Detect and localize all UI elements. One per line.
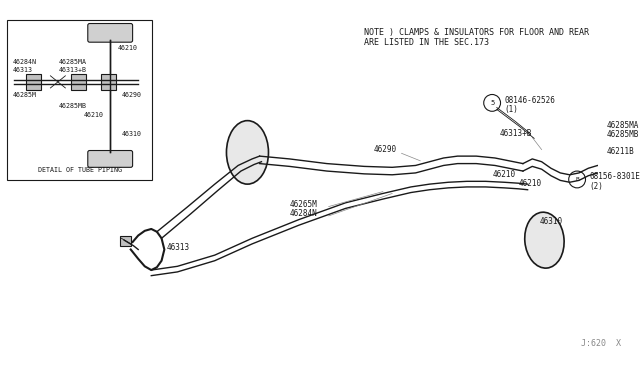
Text: 08156-8301E: 08156-8301E [589, 172, 640, 181]
Text: 46284N: 46284N [289, 209, 317, 218]
Polygon shape [607, 140, 640, 173]
Text: 46313+B: 46313+B [500, 129, 532, 138]
Text: B: B [575, 177, 579, 182]
Text: (2): (2) [589, 182, 603, 190]
Text: 46290: 46290 [122, 92, 141, 98]
Text: 46285M: 46285M [13, 92, 37, 98]
FancyBboxPatch shape [71, 74, 86, 90]
Bar [8, 20, 152, 180]
Text: 46313: 46313 [13, 67, 33, 73]
FancyBboxPatch shape [101, 74, 116, 90]
FancyBboxPatch shape [120, 237, 131, 246]
Text: 46313+B: 46313+B [59, 67, 87, 73]
Text: 46210: 46210 [118, 45, 138, 51]
Ellipse shape [227, 121, 268, 184]
Text: 08146-62526: 08146-62526 [504, 96, 555, 105]
Text: 46265M: 46265M [289, 199, 317, 209]
Text: 46290: 46290 [374, 145, 397, 154]
Text: 46285MA: 46285MA [607, 121, 639, 130]
Text: 46313: 46313 [166, 243, 189, 251]
FancyBboxPatch shape [88, 23, 132, 42]
Text: 46210: 46210 [84, 112, 104, 118]
Ellipse shape [525, 212, 564, 268]
Text: J:620  X: J:620 X [581, 340, 621, 349]
Text: (1): (1) [504, 105, 518, 114]
Text: 46211B: 46211B [607, 147, 635, 156]
Text: NOTE ) CLAMPS & INSULATORS FOR FLOOR AND REAR: NOTE ) CLAMPS & INSULATORS FOR FLOOR AND… [364, 28, 589, 37]
FancyBboxPatch shape [88, 151, 132, 167]
Text: 46210: 46210 [518, 179, 541, 188]
Circle shape [624, 155, 627, 158]
Text: 46310: 46310 [122, 131, 141, 137]
Text: DETAIL OF TUBE PIPING: DETAIL OF TUBE PIPING [38, 167, 122, 173]
Text: 5: 5 [490, 100, 494, 106]
Circle shape [632, 159, 634, 162]
Text: 46285MA: 46285MA [59, 59, 87, 65]
Text: 46285MB: 46285MB [59, 103, 87, 109]
Text: ARE LISTED IN THE SEC.173: ARE LISTED IN THE SEC.173 [364, 38, 489, 48]
Text: 46310: 46310 [540, 217, 563, 226]
FancyBboxPatch shape [26, 74, 41, 90]
Text: 46284N: 46284N [13, 59, 37, 65]
Text: 46210: 46210 [493, 170, 516, 179]
Text: 46285MB: 46285MB [607, 131, 639, 140]
